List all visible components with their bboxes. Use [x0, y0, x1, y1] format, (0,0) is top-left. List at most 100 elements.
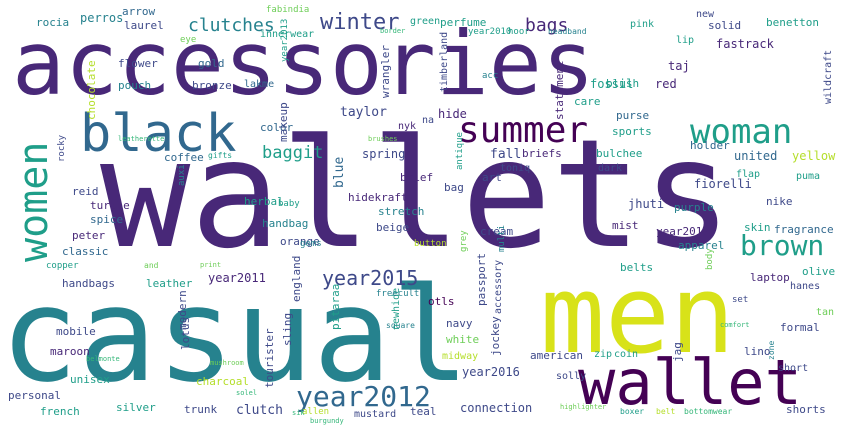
word-baggit: baggit: [262, 143, 324, 163]
word-classic: classic: [62, 245, 109, 258]
word-purple: purple: [674, 201, 714, 214]
word-personal: personal: [8, 389, 61, 402]
word-skin: skin: [744, 221, 771, 234]
word-yellow: yellow: [792, 149, 836, 163]
word-zone: zone: [767, 340, 776, 360]
word-laptop: laptop: [750, 271, 790, 284]
word-statement: statement: [553, 60, 566, 120]
word-spring: spring: [362, 147, 406, 161]
word-allen: allen: [302, 407, 330, 417]
word-mushroom: mushroom: [210, 359, 244, 367]
word-taj: taj: [668, 59, 690, 73]
word-nike: nike: [766, 195, 793, 208]
word-passport: passport: [475, 253, 488, 306]
word-fastrack: fastrack: [716, 37, 774, 51]
word-beige: beige: [376, 221, 410, 234]
word-belmonte: belmonte: [86, 355, 120, 363]
word-lino: lino: [744, 345, 771, 358]
word-comfort: comfort: [720, 321, 750, 329]
word-jhuti: jhuti: [628, 197, 665, 211]
word-year2010: year2010: [468, 27, 512, 37]
word-handbags: handbags: [62, 277, 115, 290]
word-trunk: trunk: [184, 403, 218, 416]
word-brief: brief: [400, 171, 434, 184]
word-zip: zip: [594, 349, 613, 360]
word-coin: coin: [614, 349, 639, 360]
word-pink: pink: [630, 19, 655, 30]
word-color: color: [260, 121, 294, 134]
word-puma: puma: [796, 171, 821, 182]
word-jag: jag: [671, 342, 684, 362]
word-gifts: gifts: [208, 151, 233, 160]
word-clutch: clutch: [236, 403, 283, 418]
word-makeup: makeup: [277, 102, 290, 142]
word-laurel: laurel: [124, 19, 164, 32]
word-bronze: bronze: [192, 79, 232, 92]
word-silver: silver: [116, 401, 156, 414]
word-mobile: mobile: [56, 325, 96, 338]
word-purse: purse: [616, 109, 650, 122]
word-charcoal: charcoal: [196, 375, 249, 388]
word-mustard: mustard: [354, 409, 397, 420]
word-blush: blush: [606, 77, 640, 90]
word-border: border: [380, 27, 406, 35]
word-nyk: nyk: [398, 121, 417, 132]
word-midway: midway: [442, 351, 479, 362]
word-arrow: arrow: [122, 5, 156, 18]
word-herbal: herbal: [244, 195, 284, 208]
word-year2011: year2011: [208, 271, 266, 285]
word-green: green: [410, 16, 441, 27]
word-auxi: auxi: [177, 164, 187, 186]
word-eye: eye: [180, 35, 197, 45]
word-gold: gold: [198, 57, 225, 70]
word-innerwear: innerwear: [260, 29, 315, 40]
word-shorts: shorts: [786, 403, 826, 416]
word-wrangler: wrangler: [379, 45, 392, 98]
word-pouch: pouch: [118, 79, 152, 92]
word-wallets: wallets: [100, 108, 733, 282]
word-baby: baby: [278, 199, 300, 209]
word-lip: lip: [676, 35, 695, 46]
word-perfume: perfume: [440, 16, 487, 29]
word-holder: holder: [690, 139, 730, 152]
word-benetton: benetton: [766, 16, 819, 29]
word-otls: otls: [428, 295, 455, 308]
word-wildcraft: wildcraft: [823, 49, 834, 104]
word-headband: headband: [548, 27, 587, 36]
word-apparel: apparel: [678, 239, 725, 252]
word-acc: acc: [482, 71, 499, 81]
word-bag: bag: [444, 181, 464, 194]
word-leatherette: leatherette: [118, 135, 165, 143]
word-cream: cream: [480, 225, 514, 238]
word-jockey: jockey: [489, 316, 502, 356]
word-flap: flap: [736, 169, 761, 180]
word-art: art: [482, 171, 502, 184]
word-belts: belts: [620, 261, 654, 274]
word-and: and: [144, 261, 159, 270]
word-winter: winter: [320, 10, 400, 35]
word-hanes: hanes: [790, 281, 821, 292]
word-handbag: handbag: [262, 217, 309, 230]
word-na: na: [422, 115, 435, 126]
word-casual: casual: [0, 259, 470, 411]
word-button: button: [414, 239, 447, 249]
word-brushes: brushes: [368, 135, 398, 143]
word-coffee: coffee: [164, 151, 204, 164]
word-black: black: [80, 104, 237, 164]
word-spice: spice: [90, 213, 124, 226]
word-solel: solel: [236, 389, 258, 397]
word-antique: antique: [455, 132, 465, 170]
word-short: short: [778, 363, 809, 374]
word-perros: perros: [80, 11, 124, 25]
word-briefs: briefs: [522, 147, 562, 160]
word-print: print: [200, 261, 222, 269]
word-hoor: hoor: [508, 27, 530, 37]
word-accessory: accessory: [493, 259, 504, 314]
word-accessories: accessories: [12, 12, 595, 115]
word-fragrance: fragrance: [774, 223, 834, 236]
word-toniq: toniq: [500, 163, 531, 174]
word-year2015: year2015: [322, 266, 419, 290]
word-care: care: [574, 95, 601, 108]
word-chocolate: chocolate: [85, 60, 98, 120]
